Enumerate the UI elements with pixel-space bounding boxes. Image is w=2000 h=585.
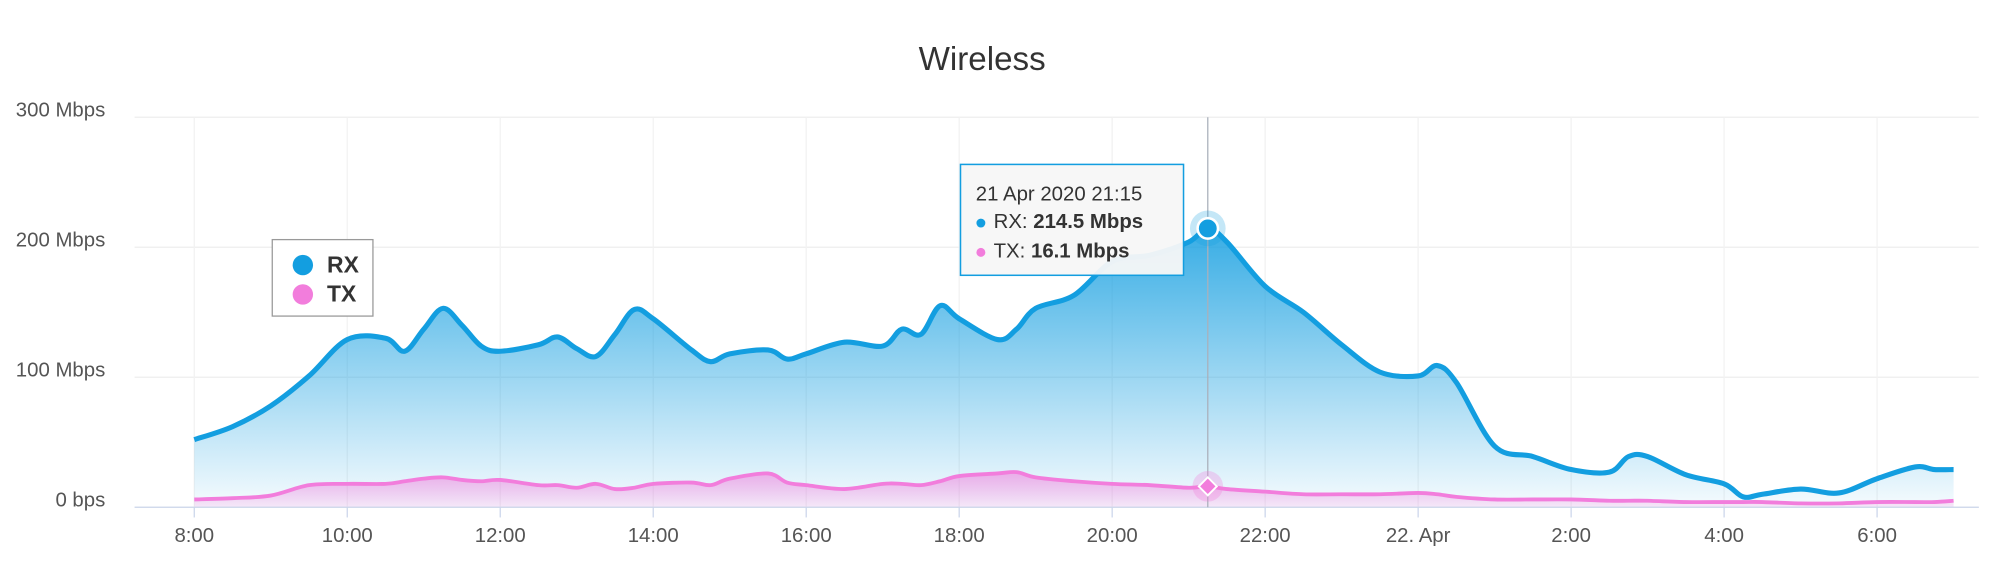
tooltip-box — [959, 163, 1185, 277]
x-tick-label: 6:00 — [1857, 525, 1897, 547]
y-tick-label: 100 Mbps — [16, 359, 105, 381]
tooltip-title: 21 Apr 2020 21:15 — [976, 183, 1143, 205]
area-line — [193, 225, 1954, 500]
x-tick-label: 10:00 — [322, 525, 373, 547]
legend-label: RX — [327, 251, 360, 277]
x-tick-label: 4:00 — [1704, 525, 1744, 547]
tooltip: 21 Apr 2020 21:15 RX: 214.5 Mbps TX: 16.1 … — [959, 163, 1185, 277]
hover-point — [1196, 216, 1220, 240]
y-tick-label: 200 Mbps — [16, 229, 105, 251]
legend-symbol — [292, 254, 314, 276]
area-fill — [194, 228, 1954, 508]
x-tick-label: 12:00 — [475, 525, 526, 547]
hover-point — [1197, 475, 1219, 497]
tooltip-series-name: TX — [994, 241, 1020, 263]
legend-box — [271, 238, 374, 317]
x-tick-label: 22. Apr — [1386, 525, 1451, 547]
x-tick-label: 20:00 — [1087, 525, 1138, 547]
tooltip-value: 214.5 Mbps — [1033, 211, 1143, 233]
legend-symbol — [292, 284, 314, 305]
legend: RX TX — [271, 238, 374, 317]
legend-label: TX — [327, 281, 357, 307]
x-tick-label: 22:00 — [1240, 525, 1291, 547]
x-tick-label: 14:00 — [628, 525, 679, 547]
tooltip-value: 16.1 Mbps — [1031, 241, 1130, 263]
x-tick-label: 16:00 — [781, 525, 832, 547]
area-fill — [194, 471, 1954, 508]
y-tick-label: 300 Mbps — [16, 99, 105, 121]
tooltip-dot — [976, 247, 986, 257]
chart-title: Wireless — [919, 41, 1046, 78]
x-tick-label: 8:00 — [174, 525, 214, 547]
tooltip-row: RX: 214.5 Mbps — [994, 211, 1144, 233]
tooltip-dot — [976, 218, 986, 228]
x-tick-label: 18:00 — [934, 525, 985, 547]
x-tick-label: 2:00 — [1551, 525, 1591, 547]
y-tick-label: 0 bps — [55, 489, 105, 511]
tooltip-series-name: RX — [994, 211, 1023, 233]
area-line — [194, 470, 1954, 506]
tooltip-row: TX: 16.1 Mbps — [994, 241, 1130, 263]
